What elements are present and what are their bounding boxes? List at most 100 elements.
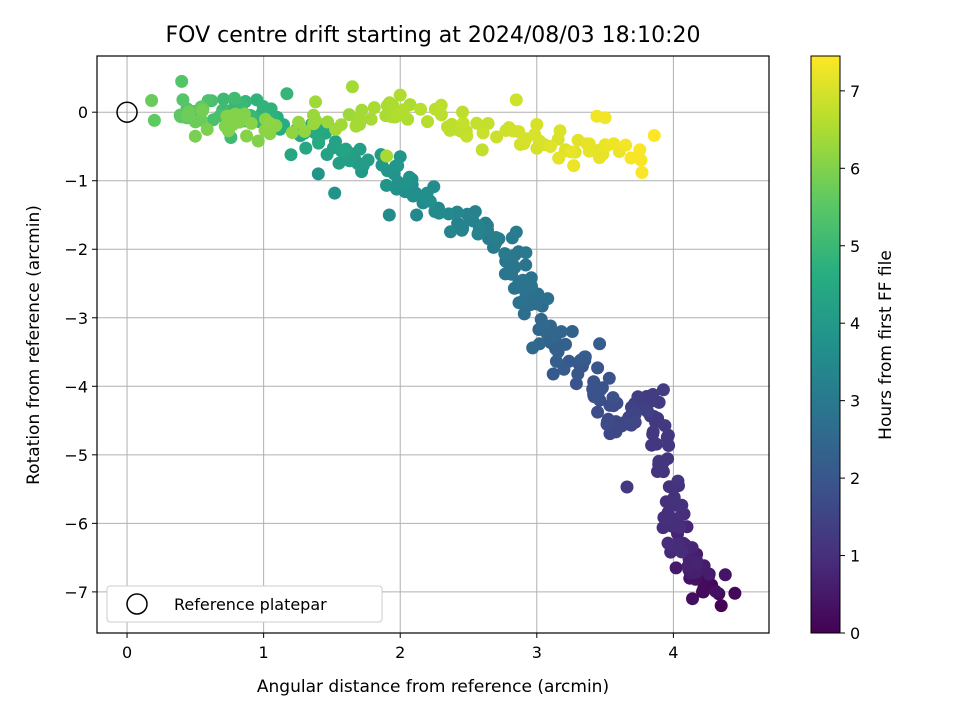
y-tick-label: 0 bbox=[78, 103, 88, 122]
colorbar-ticks: 0 1 2 3 4 5 6 7 bbox=[840, 82, 860, 643]
data-point bbox=[335, 144, 348, 158]
data-point bbox=[397, 103, 410, 117]
data-point bbox=[697, 582, 711, 595]
data-point bbox=[728, 586, 742, 600]
data-point bbox=[528, 127, 542, 141]
data-point bbox=[714, 599, 728, 613]
data-point bbox=[702, 567, 716, 581]
legend-box bbox=[106, 585, 383, 623]
data-point bbox=[475, 143, 489, 157]
data-point bbox=[386, 98, 400, 112]
x-tick-label: 4 bbox=[668, 643, 678, 662]
data-point bbox=[564, 145, 578, 159]
data-point bbox=[400, 177, 414, 191]
colorbar-tick-label: 4 bbox=[850, 314, 860, 333]
data-point bbox=[456, 105, 469, 119]
data-point bbox=[634, 153, 648, 167]
data-point bbox=[463, 213, 477, 227]
data-point bbox=[667, 490, 681, 504]
data-point bbox=[669, 561, 683, 575]
reference-marker bbox=[116, 101, 138, 123]
y-tick-label: −2 bbox=[64, 240, 88, 259]
data-point bbox=[410, 208, 424, 222]
data-point bbox=[671, 538, 685, 551]
colorbar-tick-label: 1 bbox=[850, 547, 860, 566]
data-point bbox=[380, 178, 393, 192]
data-point bbox=[628, 406, 642, 420]
data-point bbox=[646, 425, 660, 439]
y-axis-ticks: 0 −1 −2 −3 −4 −5 −6 −7 bbox=[64, 103, 97, 602]
data-point bbox=[299, 141, 313, 155]
y-tick-label: −3 bbox=[64, 309, 88, 328]
colorbar-tick-label: 5 bbox=[850, 237, 860, 256]
data-point bbox=[656, 465, 670, 479]
data-point bbox=[442, 207, 456, 221]
data-point bbox=[308, 115, 322, 129]
data-point bbox=[444, 225, 457, 239]
data-point bbox=[298, 124, 312, 138]
data-point bbox=[311, 167, 325, 181]
data-point bbox=[533, 337, 546, 351]
data-point bbox=[498, 247, 512, 261]
legend: Reference platepar bbox=[106, 585, 383, 623]
data-point bbox=[633, 143, 647, 157]
data-point bbox=[582, 137, 596, 151]
data-point bbox=[285, 126, 299, 139]
data-point bbox=[229, 109, 243, 123]
data-point bbox=[635, 166, 649, 179]
data-point bbox=[587, 386, 601, 400]
data-point bbox=[328, 186, 342, 200]
data-point bbox=[498, 267, 512, 281]
colorbar-gradient bbox=[810, 55, 841, 634]
data-point bbox=[619, 138, 633, 152]
data-point bbox=[420, 186, 434, 200]
colorbar: 0 1 2 3 4 5 6 7 Hours from first FF file bbox=[810, 55, 896, 643]
data-point bbox=[662, 439, 676, 452]
data-point bbox=[519, 258, 533, 272]
data-point bbox=[652, 454, 666, 468]
data-point bbox=[530, 118, 544, 131]
data-point bbox=[380, 149, 394, 163]
data-point bbox=[414, 102, 428, 116]
data-point bbox=[256, 100, 270, 113]
colorbar-tick-label: 2 bbox=[850, 469, 860, 488]
data-point bbox=[263, 116, 277, 130]
data-point bbox=[309, 95, 322, 109]
data-point bbox=[624, 151, 638, 165]
data-point bbox=[519, 246, 533, 260]
data-point bbox=[329, 135, 342, 149]
data-point bbox=[361, 153, 375, 167]
data-point bbox=[353, 117, 367, 131]
x-tick-label: 3 bbox=[532, 643, 542, 662]
data-point bbox=[345, 80, 359, 94]
data-point bbox=[490, 130, 504, 144]
data-point bbox=[382, 208, 396, 222]
data-point bbox=[718, 568, 732, 582]
y-tick-label: −7 bbox=[64, 583, 88, 602]
data-point bbox=[553, 124, 567, 138]
data-point bbox=[592, 148, 606, 162]
data-point bbox=[145, 94, 159, 107]
reference-platepar-marker bbox=[116, 101, 138, 123]
data-point bbox=[217, 92, 230, 106]
data-point bbox=[460, 129, 474, 143]
data-point bbox=[228, 91, 241, 105]
data-point bbox=[456, 116, 470, 130]
data-point bbox=[622, 417, 636, 431]
y-axis-label: Rotation from reference (arcmin) bbox=[24, 205, 44, 485]
x-tick-label: 0 bbox=[122, 643, 132, 662]
data-point bbox=[620, 480, 634, 494]
y-tick-label: −6 bbox=[64, 514, 88, 533]
chart-title: FOV centre drift starting at 2024/08/03 … bbox=[166, 23, 701, 48]
data-point bbox=[476, 126, 490, 140]
data-point bbox=[200, 122, 214, 136]
data-point bbox=[578, 350, 592, 364]
data-point bbox=[607, 137, 621, 151]
colorbar-tick-label: 6 bbox=[850, 159, 860, 178]
data-point bbox=[541, 292, 555, 306]
data-point bbox=[671, 474, 685, 488]
data-point bbox=[188, 129, 202, 143]
data-point bbox=[342, 108, 356, 122]
data-point bbox=[609, 425, 623, 439]
